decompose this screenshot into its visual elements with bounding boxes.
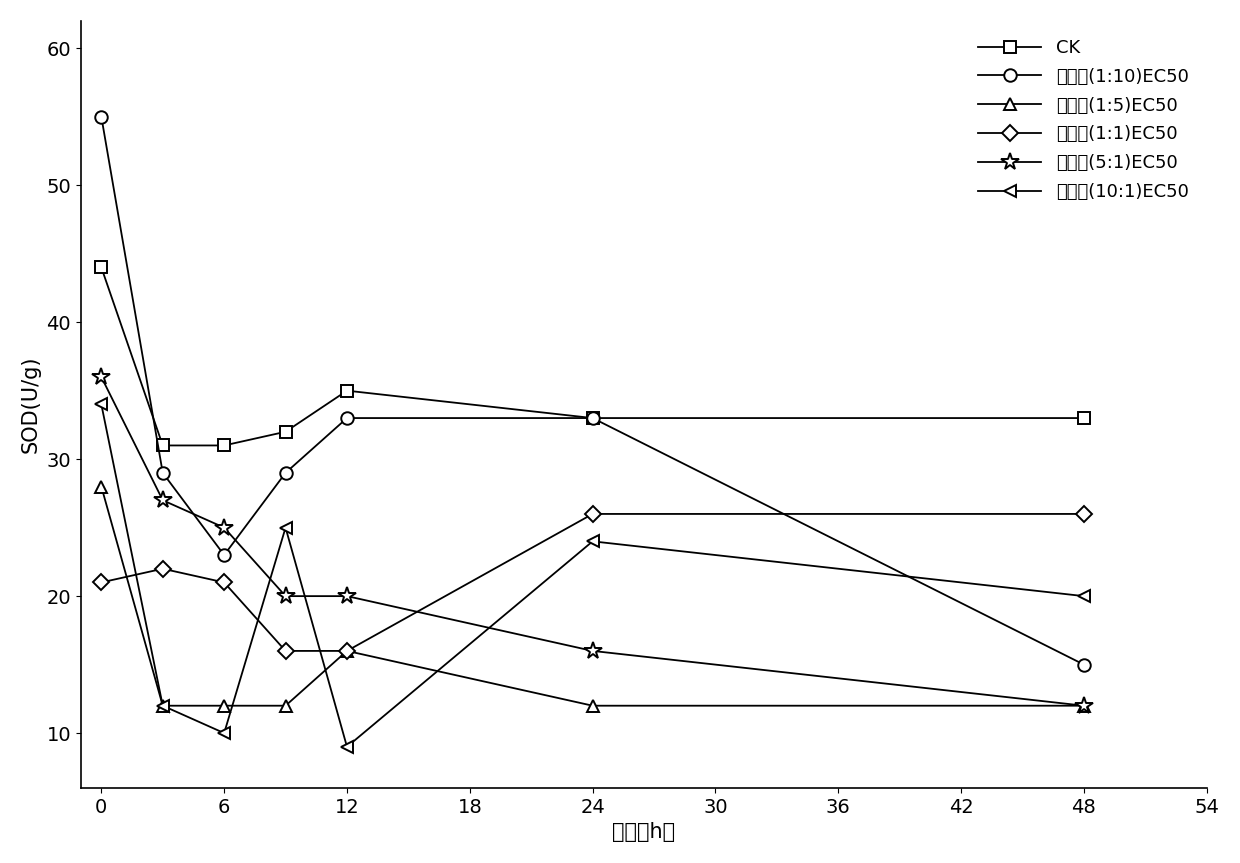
丙：肏(1:5)EC50 <box>1076 701 1091 711</box>
Line: 丙：肏(5:1)EC50: 丙：肏(5:1)EC50 <box>92 368 1092 715</box>
丙：肏(5:1)EC50 <box>155 495 170 506</box>
丙：肏(1:10)EC50 <box>155 468 170 478</box>
丙：肏(1:1)EC50 <box>94 577 109 588</box>
丙：肏(1:10)EC50 <box>585 413 600 423</box>
Line: 丙：肏(1:5)EC50: 丙：肏(1:5)EC50 <box>95 481 1090 712</box>
丙：肏(1:10)EC50 <box>217 550 232 560</box>
丙：肏(10:1)EC50 <box>94 400 109 410</box>
Legend: CK, 丙：肏(1:10)EC50, 丙：肏(1:5)EC50, 丙：肏(1:1)EC50, 丙：肏(5:1)EC50, 丙：肏(10:1)EC50: CK, 丙：肏(1:10)EC50, 丙：肏(1:5)EC50, 丙：肏(1:1… <box>970 30 1198 210</box>
丙：肏(1:5)EC50 <box>155 701 170 711</box>
丙：肏(1:5)EC50 <box>585 701 600 711</box>
丙：肏(5:1)EC50 <box>278 591 293 602</box>
CK <box>217 440 232 450</box>
丙：肏(1:5)EC50 <box>94 482 109 492</box>
丙：肏(1:1)EC50 <box>155 564 170 574</box>
Line: 丙：肏(1:10)EC50: 丙：肏(1:10)EC50 <box>95 110 1090 671</box>
CK <box>278 426 293 437</box>
丙：肏(10:1)EC50 <box>217 728 232 738</box>
Line: 丙：肏(10:1)EC50: 丙：肏(10:1)EC50 <box>95 398 1090 753</box>
丙：肏(1:10)EC50 <box>340 413 355 423</box>
CK <box>155 440 170 450</box>
CK <box>585 413 600 423</box>
丙：肏(1:1)EC50 <box>340 646 355 656</box>
丙：肏(1:10)EC50 <box>1076 659 1091 670</box>
丙：肏(10:1)EC50 <box>278 522 293 532</box>
Y-axis label: SOD(U/g): SOD(U/g) <box>21 356 41 453</box>
丙：肏(1:1)EC50 <box>278 646 293 656</box>
丙：肏(1:5)EC50 <box>278 701 293 711</box>
丙：肏(5:1)EC50 <box>217 522 232 532</box>
CK <box>1076 413 1091 423</box>
Line: 丙：肏(1:1)EC50: 丙：肏(1:1)EC50 <box>95 508 1090 657</box>
丙：肏(1:1)EC50 <box>217 577 232 588</box>
CK <box>94 262 109 273</box>
丙：肏(1:5)EC50 <box>340 646 355 656</box>
丙：肏(1:1)EC50 <box>585 509 600 520</box>
丙：肏(5:1)EC50 <box>1076 701 1091 711</box>
丙：肏(1:10)EC50 <box>278 468 293 478</box>
丙：肏(5:1)EC50 <box>585 646 600 656</box>
丙：肏(1:10)EC50 <box>94 111 109 122</box>
丙：肏(1:5)EC50 <box>217 701 232 711</box>
丙：肏(10:1)EC50 <box>1076 591 1091 602</box>
丙：肏(10:1)EC50 <box>155 701 170 711</box>
CK <box>340 386 355 396</box>
丙：肏(10:1)EC50 <box>340 741 355 752</box>
丙：肏(10:1)EC50 <box>585 536 600 546</box>
Line: CK: CK <box>95 261 1090 451</box>
丙：肏(5:1)EC50 <box>94 372 109 382</box>
X-axis label: 时间（h）: 时间（h） <box>613 822 676 842</box>
丙：肏(1:1)EC50 <box>1076 509 1091 520</box>
丙：肏(5:1)EC50 <box>340 591 355 602</box>
